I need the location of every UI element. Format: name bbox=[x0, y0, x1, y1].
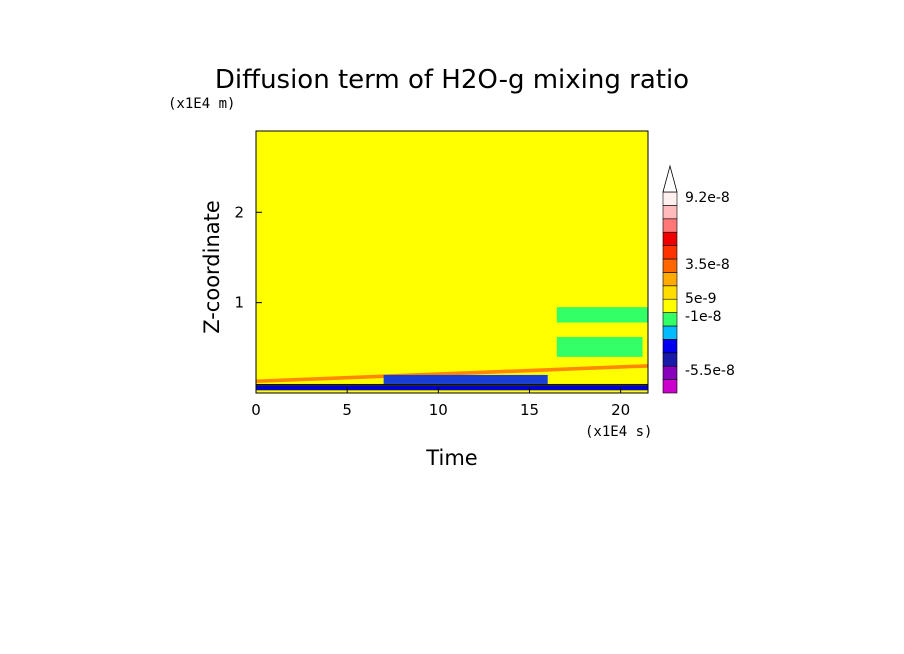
colorbar-swatch bbox=[662, 379, 678, 394]
contour-feature bbox=[256, 385, 648, 391]
x-axis-ticks: 0 5 10 15 20 bbox=[251, 387, 630, 419]
y-tick-label: 1 bbox=[234, 294, 244, 312]
colorbar-swatch bbox=[662, 191, 678, 206]
colorbar-swatch bbox=[662, 339, 678, 354]
colorbar-swatch bbox=[662, 365, 678, 380]
contour-feature bbox=[383, 374, 548, 384]
colorbar-swatch bbox=[662, 231, 678, 246]
colorbar-swatch bbox=[662, 298, 678, 313]
contour-features bbox=[256, 307, 648, 391]
y-tick-label: 2 bbox=[234, 203, 244, 221]
y-unit-label: (x1E4 m) bbox=[168, 96, 235, 112]
colorbar-label: 9.2e-8 bbox=[685, 190, 730, 206]
contour-feature bbox=[256, 364, 648, 384]
colorbar-label: -5.5e-8 bbox=[685, 363, 735, 379]
x-axis-label: Time bbox=[425, 446, 477, 470]
chart-title: Diffusion term of H2O-g mixing ratio bbox=[215, 65, 689, 95]
y-axis-ticks: 12 bbox=[234, 203, 262, 312]
colorbar-swatch bbox=[662, 285, 678, 300]
contour-feature bbox=[556, 307, 648, 323]
colorbar-label: 5e-9 bbox=[685, 291, 716, 307]
x-tick-label: 5 bbox=[342, 401, 352, 419]
colorbar-label: -1e-8 bbox=[685, 309, 722, 325]
colorbar: 9.2e-8 3.5e-8 5e-9 -1e-8 -5.5e-8 bbox=[662, 164, 735, 394]
colorbar-swatch bbox=[662, 245, 678, 260]
x-tick-label: 10 bbox=[429, 401, 448, 419]
colorbar-extend-arrow bbox=[662, 164, 678, 193]
x-tick-label: 20 bbox=[611, 401, 630, 419]
x-unit-label: (x1E4 s) bbox=[585, 424, 652, 440]
colorbar-swatch bbox=[662, 205, 678, 220]
plot-area bbox=[255, 130, 649, 394]
plot-frame bbox=[255, 130, 649, 394]
colorbar-swatch bbox=[662, 352, 678, 367]
y-axis-label: Z-coordinate bbox=[200, 200, 224, 334]
contour-feature bbox=[256, 383, 648, 386]
contour-feature bbox=[556, 336, 643, 357]
x-tick-label: 0 bbox=[251, 401, 261, 419]
colorbar-swatch bbox=[662, 325, 678, 340]
colorbar-swatch bbox=[662, 312, 678, 327]
colorbar-swatch bbox=[662, 218, 678, 233]
colorbar-swatch bbox=[662, 272, 678, 287]
colorbar-label: 3.5e-8 bbox=[685, 257, 730, 273]
x-tick-label: 15 bbox=[520, 401, 539, 419]
colorbar-swatch bbox=[662, 258, 678, 273]
